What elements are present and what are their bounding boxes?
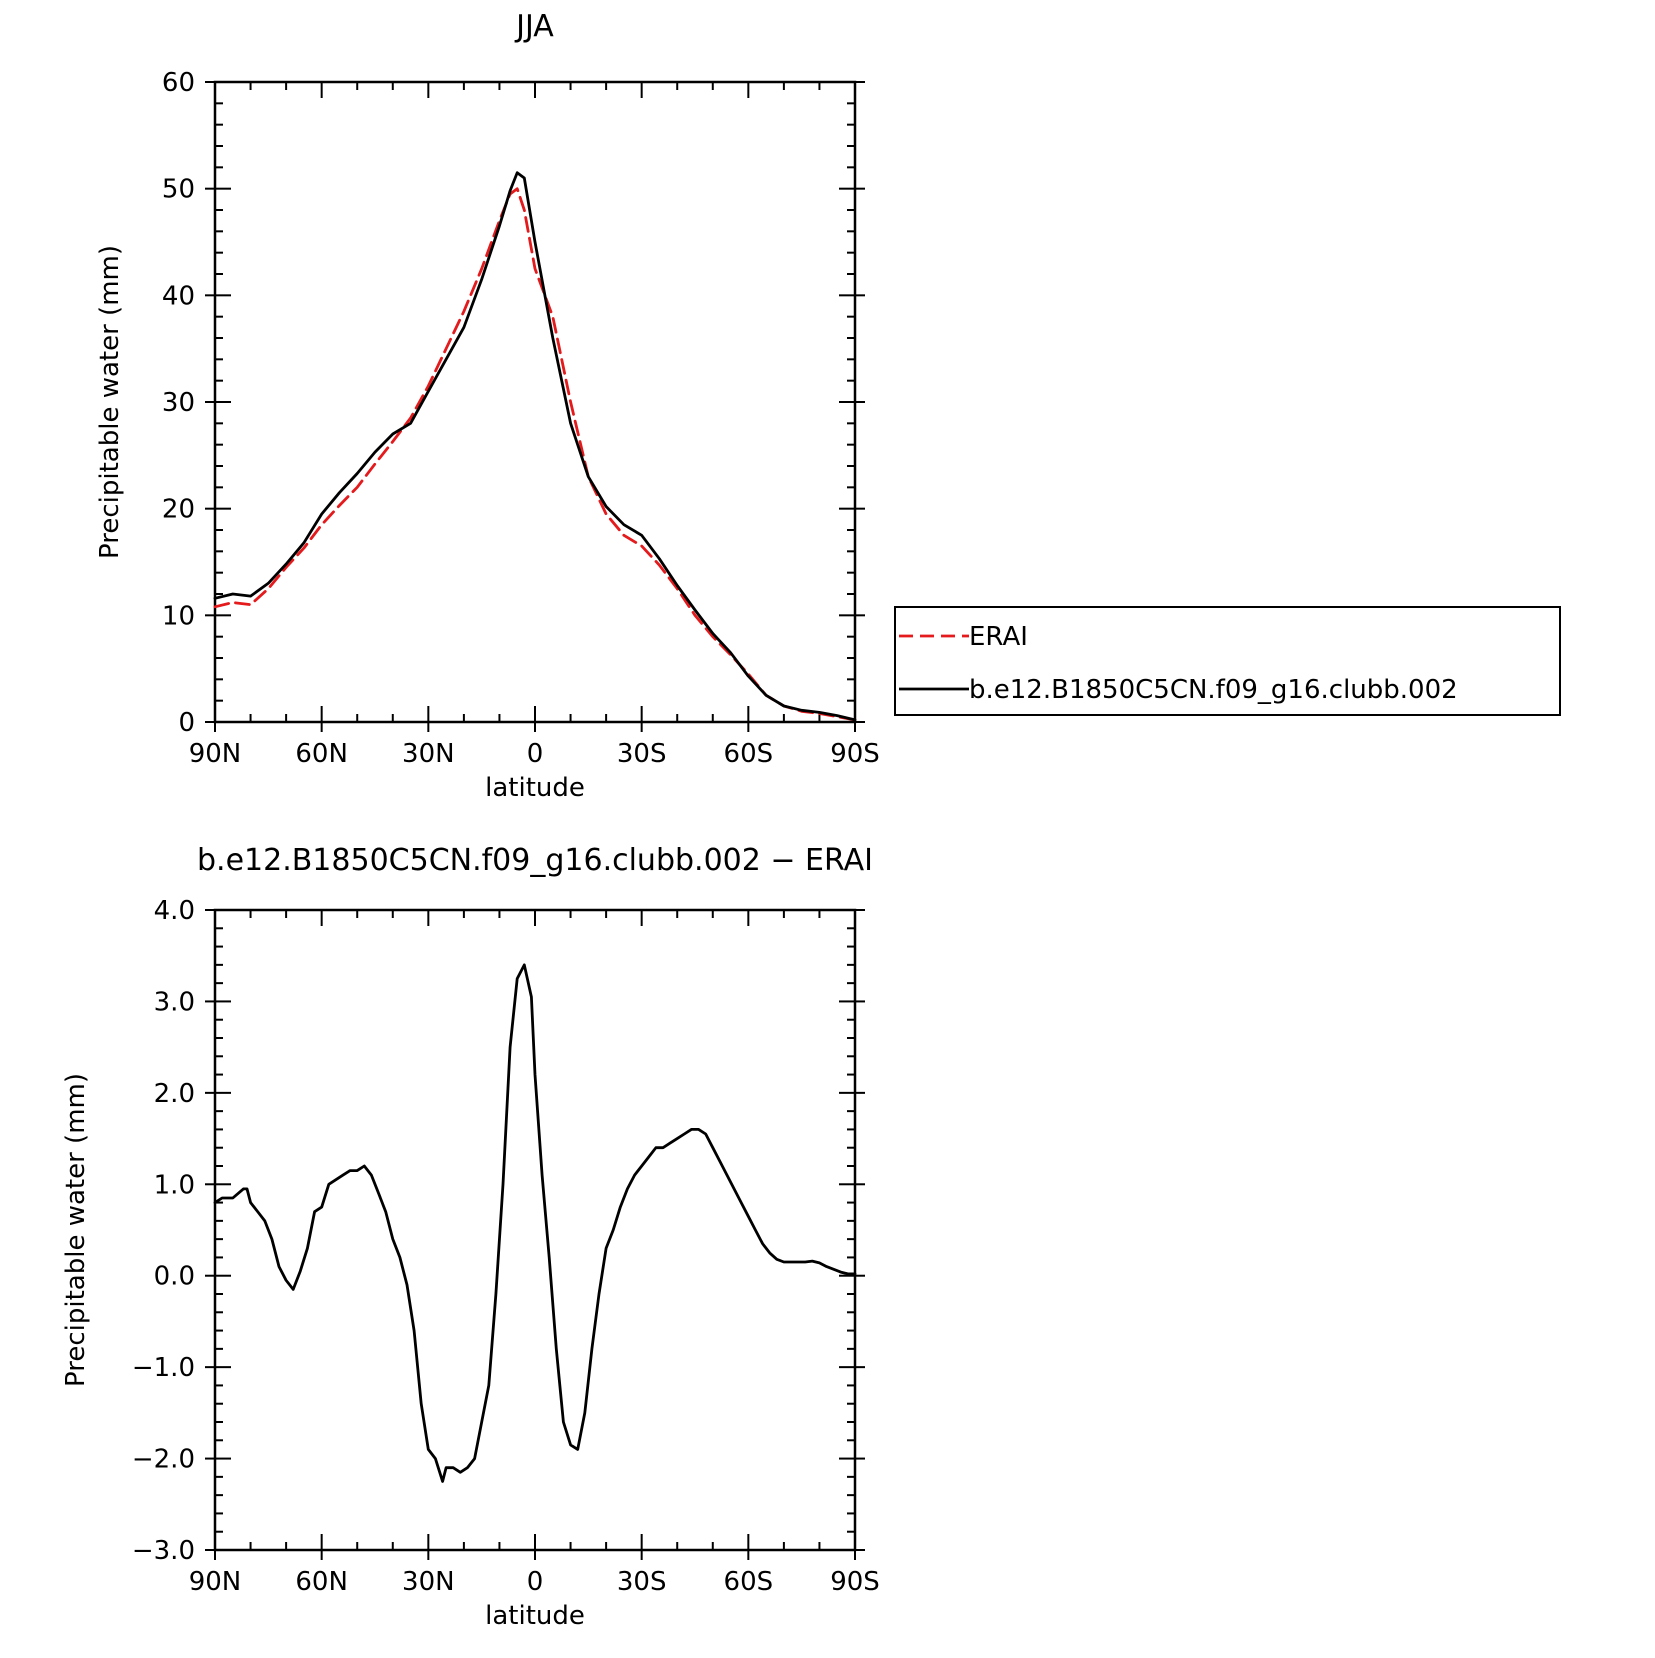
y-tick-label: 60 (162, 68, 195, 98)
x-axis-title: latitude (485, 773, 585, 803)
y-tick-label: 20 (162, 495, 195, 525)
y-tick-label: 40 (162, 281, 195, 311)
chart-panel-2: 90N 60N 30N 0 30S 60S 90S −3.0 −2.0 −1.0 0.0 1.0 2.0… (61, 843, 880, 1631)
plot-frame (213, 80, 857, 724)
x-tick-label: 0 (527, 1567, 544, 1597)
y-axis-title: Precipitable water (mm) (61, 1073, 91, 1387)
y-tick-label: 4.0 (154, 896, 195, 926)
x-tick-label: 90S (830, 739, 880, 769)
y-tick-label: 30 (162, 388, 195, 418)
series-line-1 (213, 963, 857, 1483)
y-tick-label: −1.0 (132, 1353, 195, 1383)
y-tick-label: 50 (162, 175, 195, 205)
x-tick-label: 0 (527, 739, 544, 769)
x-tick-label: 90N (189, 739, 242, 769)
x-tick-label: 60N (295, 1567, 348, 1597)
x-tick-label: 60N (295, 739, 348, 769)
y-tick-label: 10 (162, 601, 195, 631)
legend: ERAI b.e12.B1850C5CN.f09_g16.clubb.002 (894, 606, 1561, 716)
y-axis-title: Precipitable water (mm) (95, 245, 125, 559)
y-tick-label: 0.0 (154, 1262, 195, 1292)
legend-label: b.e12.B1850C5CN.f09_g16.clubb.002 (969, 675, 1458, 705)
series-line-2 (213, 171, 857, 722)
x-tick-label: 30N (402, 1567, 455, 1597)
plot-title: JJA (514, 9, 554, 44)
legend-box (894, 606, 1561, 716)
x-tick-label: 90N (189, 1567, 242, 1597)
x-tick-label: 30S (617, 739, 667, 769)
y-tick-label: −3.0 (132, 1536, 195, 1566)
plot-title: b.e12.B1850C5CN.f09_g16.clubb.002 − ERAI (197, 843, 873, 878)
legend-label: ERAI (969, 622, 1028, 652)
y-tick-label: 3.0 (154, 987, 195, 1017)
x-tick-label: 90S (830, 1567, 880, 1597)
x-tick-label: 30N (402, 739, 455, 769)
x-tick-label: 60S (724, 739, 774, 769)
x-tick-label: 60S (724, 1567, 774, 1597)
series-line-1 (213, 187, 857, 722)
y-tick-label: 0 (178, 708, 195, 738)
y-tick-label: 2.0 (154, 1079, 195, 1109)
chart-panel-1: 90N 60N 30N 0 30S 60S 90S 0 10 20 30 40 50 60 latitude… (95, 9, 1561, 803)
x-tick-label: 30S (617, 1567, 667, 1597)
y-tick-label: 1.0 (154, 1170, 195, 1200)
y-tick-label: −2.0 (132, 1445, 195, 1475)
x-axis-title: latitude (485, 1601, 585, 1631)
